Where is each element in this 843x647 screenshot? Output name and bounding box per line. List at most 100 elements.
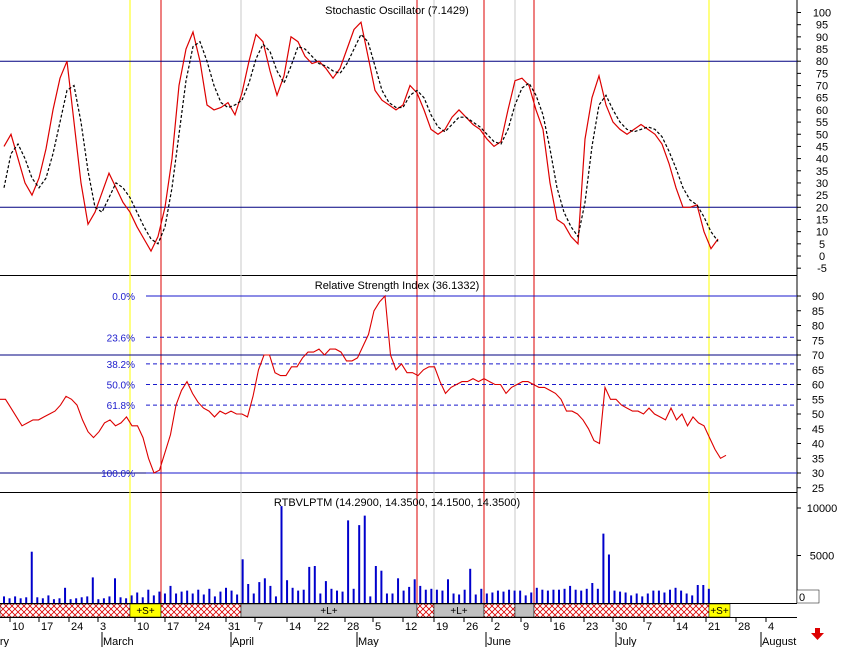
volume-bars xyxy=(3,506,710,603)
rsi-series-0 xyxy=(0,294,727,474)
x-day-label: 24 xyxy=(198,621,210,633)
signal-segment xyxy=(0,603,131,618)
x-day-label: 5 xyxy=(375,621,381,633)
volume-tick-label: 5000 xyxy=(810,551,834,563)
rsi-title: Relative Strength Index (36.1332) xyxy=(315,280,480,292)
stoch-tick-label: 75 xyxy=(816,68,828,80)
rsi-tick-label: 70 xyxy=(812,350,824,362)
x-day-label: 26 xyxy=(466,621,478,633)
fib-label: 100.0% xyxy=(101,469,135,480)
rsi-tick-label: 25 xyxy=(812,483,824,495)
x-month-label: August xyxy=(762,636,796,647)
x-day-label: 14 xyxy=(289,621,301,633)
x-day-label: 28 xyxy=(738,621,750,633)
rsi-panel: 0.0% 23.6% 38.2% 50.0% 61.8% 100.0% 90 85 80 75 7… xyxy=(0,280,824,495)
x-day-label: 28 xyxy=(347,621,359,633)
x-day-label: 10 xyxy=(12,621,24,633)
volume-tick-label: 10000 xyxy=(807,503,838,515)
stochastic-y-ticks: 1009590858075706560555045403530252015105… xyxy=(797,8,831,275)
rsi-tick-label: 90 xyxy=(812,291,824,303)
stoch-tick-label: 20 xyxy=(816,202,828,214)
x-day-label: 30 xyxy=(615,621,627,633)
stoch-tick-label: 95 xyxy=(816,20,828,32)
rsi-tick-label: 60 xyxy=(812,380,824,392)
stochastic-panel: 1009590858075706560555045403530252015105… xyxy=(0,5,831,275)
fib-label: 23.6% xyxy=(107,333,135,344)
x-month-label: April xyxy=(232,636,254,647)
x-month-label: March xyxy=(103,636,134,647)
stoch-tick-label: 100 xyxy=(813,8,831,20)
stoch-tick-label: 30 xyxy=(816,178,828,190)
stoch-tick-label: 80 xyxy=(816,56,828,68)
x-day-label: 22 xyxy=(317,621,329,633)
rsi-tick-label: 45 xyxy=(812,424,824,436)
stoch-tick-label: 60 xyxy=(816,105,828,117)
x-day-label: 2 xyxy=(494,621,500,633)
fib-label: 0.0% xyxy=(112,292,135,303)
x-day-label: 7 xyxy=(257,621,263,633)
fib-label: 50.0% xyxy=(107,381,135,392)
x-day-label: 7 xyxy=(646,621,652,633)
x-day-label: 21 xyxy=(708,621,720,633)
rsi-tick-label: 75 xyxy=(812,335,824,347)
signal-segment xyxy=(533,603,710,618)
stoch-tick-label: 65 xyxy=(816,93,828,105)
stochastic-title: Stochastic Oscillator (7.1429) xyxy=(325,5,469,17)
stoch-tick-label: -5 xyxy=(817,263,827,275)
x-day-label: 16 xyxy=(553,621,565,633)
stoch-tick-label: 55 xyxy=(816,117,828,129)
x-month-label: May xyxy=(358,636,379,647)
rsi-series xyxy=(0,294,727,474)
x-axis: 10 17 24 3 10 17 24 31 7 14 22 28 5 12 19 26 2 9 16 23 30 7 14… xyxy=(0,617,797,647)
stoch-tick-label: 45 xyxy=(816,141,828,153)
rsi-tick-label: 55 xyxy=(812,394,824,406)
x-month-label: July xyxy=(617,636,637,647)
rsi-tick-label: 40 xyxy=(812,439,824,451)
signal-band: +S+ +L+ +L+ +S+ xyxy=(0,603,731,618)
x-day-label: 17 xyxy=(167,621,179,633)
stoch-tick-label: 50 xyxy=(816,129,828,141)
signal-label: +L+ xyxy=(320,606,337,617)
x-day-label: 24 xyxy=(71,621,83,633)
rsi-tick-label: 35 xyxy=(812,453,824,465)
down-arrow-icon[interactable] xyxy=(811,628,824,640)
x-day-label: 4 xyxy=(768,621,774,633)
stoch-tick-label: 15 xyxy=(816,214,828,226)
x-day-label: 17 xyxy=(41,621,53,633)
last-volume-label: 0 xyxy=(799,592,805,604)
rsi-tick-label: 65 xyxy=(812,365,824,377)
volume-y-ticks: 10000 5000 xyxy=(797,503,837,563)
x-month-label: ruary xyxy=(0,636,10,647)
stoch-tick-label: 10 xyxy=(816,227,828,239)
volume-title: RTBVLPTM (14.2900, 14.3500, 14.1500, 14.… xyxy=(274,497,520,509)
stoch-tick-label: 35 xyxy=(816,166,828,178)
stoch-tick-label: 85 xyxy=(816,44,828,56)
stoch-tick-label: 0 xyxy=(819,251,825,263)
signal-label: +L+ xyxy=(450,606,467,617)
stoch-tick-label: 40 xyxy=(816,154,828,166)
rsi-y-ticks: 90 85 80 75 70 65 60 55 50 45 40 35 30 25 xyxy=(797,291,824,495)
x-day-label: 23 xyxy=(586,621,598,633)
stoch-tick-label: 25 xyxy=(816,190,828,202)
event-lines xyxy=(129,0,710,603)
rsi-fib-levels: 0.0% 23.6% 38.2% 50.0% 61.8% 100.0% xyxy=(101,292,797,480)
stoch-tick-label: 5 xyxy=(819,239,825,251)
x-day-label: 10 xyxy=(137,621,149,633)
stoch-series-0 xyxy=(3,20,719,253)
x-day-label: 9 xyxy=(523,621,529,633)
stoch-tick-label: 90 xyxy=(816,32,828,44)
signal-label: +S+ xyxy=(136,606,155,617)
fib-label: 61.8% xyxy=(107,401,135,412)
x-day-label: 19 xyxy=(436,621,448,633)
signal-segment xyxy=(483,603,516,618)
stochastic-level-lines xyxy=(0,60,797,208)
stochastic-series xyxy=(3,20,719,253)
x-day-label: 12 xyxy=(405,621,417,633)
last-volume-box xyxy=(796,589,820,604)
x-month-label: June xyxy=(487,636,511,647)
signal-segment xyxy=(160,603,242,618)
rsi-tick-label: 80 xyxy=(812,321,824,333)
signal-segment xyxy=(416,603,435,618)
stoch-tick-label: 70 xyxy=(816,81,828,93)
x-day-label: 31 xyxy=(228,621,240,633)
